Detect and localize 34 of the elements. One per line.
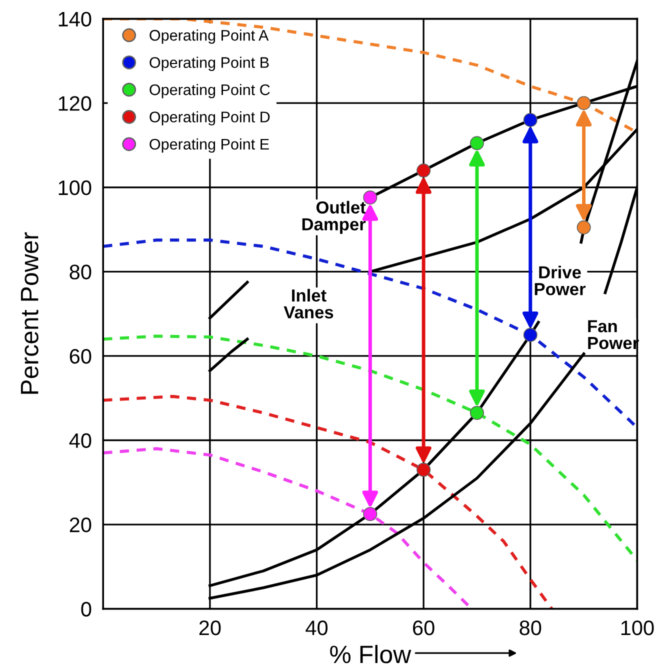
y-tick-label: 20: [70, 518, 92, 532]
y-tick-label: 0: [81, 602, 92, 617]
series-label: Drive Power: [534, 266, 586, 296]
text: Inlet Vanes: [284, 288, 334, 318]
point: [523, 328, 538, 342]
point: [576, 220, 591, 234]
legend-label: Operating Point E: [150, 138, 269, 153]
point: [470, 406, 484, 420]
legend-label: Operating Point B: [150, 56, 269, 71]
y-tick-label: 120: [58, 96, 92, 111]
y-tick-label: 100: [58, 180, 92, 196]
legend-label: Operating Point A: [150, 30, 269, 44]
legend-label: Operating Point C: [150, 84, 270, 98]
x-tick-label: 80: [520, 620, 542, 636]
point: [416, 462, 431, 477]
point: [363, 507, 378, 522]
series-label: Outlet Damper: [302, 200, 366, 234]
y-tick-label: 80: [70, 264, 92, 280]
y-tick-label: 40: [69, 433, 92, 448]
line-series: [103, 394, 554, 609]
y-tick-label: 140: [58, 12, 92, 27]
point: [576, 96, 591, 110]
point: [416, 164, 431, 178]
x-tick-label: 60: [413, 620, 434, 636]
x-tick-label: 40: [306, 620, 328, 636]
point: [523, 112, 538, 127]
legend-label: Operating Point D: [150, 111, 270, 126]
x-tick-label: 20: [199, 620, 221, 636]
point: [470, 136, 484, 150]
x-axis-title: % Flow: [330, 644, 412, 664]
line-series: [103, 334, 638, 562]
x-tick-label: 100: [621, 620, 654, 636]
y-tick-label: 60: [70, 348, 92, 364]
y-axis-title: Percent Power: [20, 232, 38, 394]
